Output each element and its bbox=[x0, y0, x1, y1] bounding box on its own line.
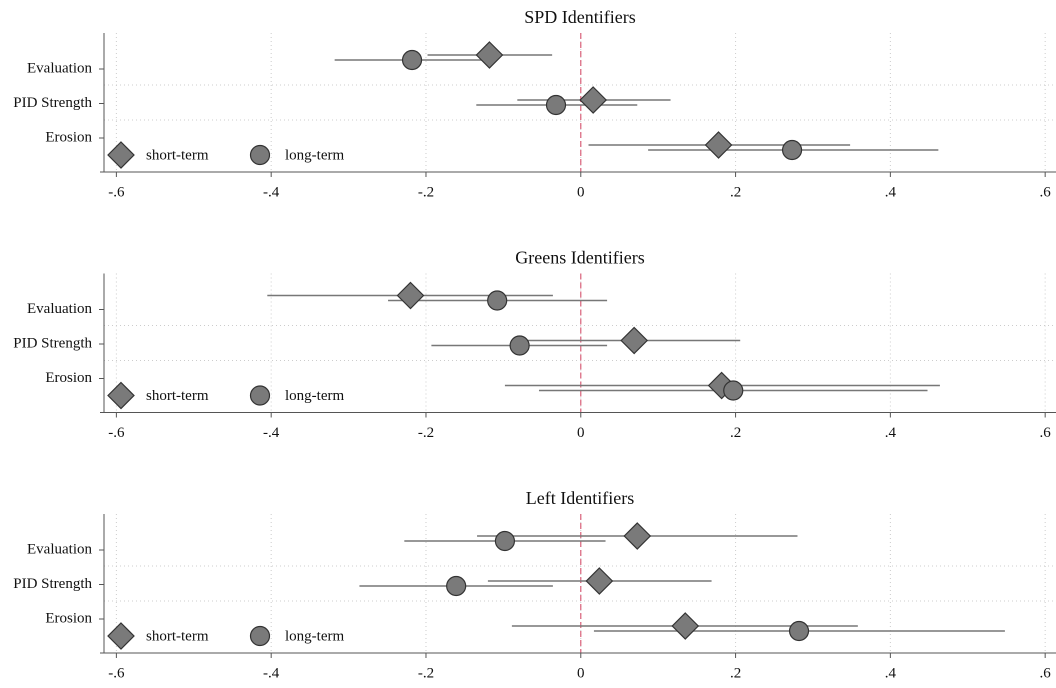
diamond-marker bbox=[704, 131, 733, 159]
chart-title: Left Identifiers bbox=[526, 488, 634, 508]
circle-marker bbox=[788, 620, 810, 642]
diamond-marker bbox=[475, 41, 504, 69]
chart-title: SPD Identifiers bbox=[524, 7, 636, 27]
legend-label: short-term bbox=[146, 628, 209, 644]
legend-label: short-term bbox=[146, 147, 209, 163]
x-tick-label: .4 bbox=[885, 425, 897, 441]
legend-label: long-term bbox=[285, 628, 344, 644]
category-label: PID Strength bbox=[13, 95, 92, 111]
legend-label: long-term bbox=[285, 388, 344, 404]
circle-marker bbox=[781, 139, 803, 161]
x-tick-label: .2 bbox=[730, 184, 741, 200]
diamond-marker bbox=[620, 326, 649, 355]
circle-marker bbox=[494, 530, 516, 552]
x-tick-label: .4 bbox=[885, 184, 897, 200]
circle-marker bbox=[509, 335, 530, 356]
category-label: Erosion bbox=[45, 129, 92, 145]
circle-marker bbox=[487, 290, 508, 311]
x-tick-label: .2 bbox=[730, 665, 741, 681]
circle-marker bbox=[401, 49, 423, 71]
x-tick-label: -.4 bbox=[263, 425, 280, 441]
x-tick-label: .6 bbox=[1040, 425, 1052, 441]
x-tick-label: -.2 bbox=[418, 425, 434, 441]
x-tick-label: -.4 bbox=[263, 184, 280, 200]
circle-marker bbox=[249, 144, 271, 166]
x-tick-label: -.6 bbox=[108, 665, 125, 681]
x-tick-label: .6 bbox=[1040, 665, 1052, 681]
x-tick-label: -.4 bbox=[263, 665, 280, 681]
x-tick-label: -.2 bbox=[418, 184, 434, 200]
circle-marker bbox=[249, 625, 271, 647]
diamond-marker bbox=[396, 281, 425, 310]
category-label: PID Strength bbox=[13, 335, 92, 351]
x-tick-label: 0 bbox=[577, 184, 585, 200]
x-tick-label: 0 bbox=[577, 665, 585, 681]
x-tick-label: -.6 bbox=[108, 425, 125, 441]
diamond-marker bbox=[579, 86, 608, 114]
circle-marker bbox=[723, 380, 744, 401]
diamond-marker bbox=[623, 522, 652, 550]
category-label: Evaluation bbox=[27, 301, 92, 317]
category-label: Evaluation bbox=[27, 60, 92, 76]
diamond-marker bbox=[107, 622, 135, 650]
x-tick-label: -.2 bbox=[418, 665, 434, 681]
category-label: Erosion bbox=[45, 370, 92, 386]
diamond-marker bbox=[107, 141, 135, 169]
category-label: PID Strength bbox=[13, 576, 92, 592]
chart-title: Greens Identifiers bbox=[515, 248, 644, 268]
x-tick-label: 0 bbox=[577, 425, 585, 441]
diamond-marker bbox=[585, 567, 614, 595]
category-label: Erosion bbox=[45, 610, 92, 626]
x-tick-label: .6 bbox=[1040, 184, 1052, 200]
x-tick-label: .4 bbox=[885, 665, 897, 681]
diamond-marker bbox=[107, 381, 135, 410]
x-tick-label: -.6 bbox=[108, 184, 125, 200]
category-label: Evaluation bbox=[27, 541, 92, 557]
x-tick-label: .2 bbox=[730, 425, 741, 441]
circle-marker bbox=[446, 575, 467, 597]
diamond-marker bbox=[671, 612, 700, 640]
legend-label: short-term bbox=[146, 388, 209, 404]
circle-marker bbox=[545, 94, 567, 116]
legend-label: long-term bbox=[285, 147, 344, 163]
circle-marker bbox=[249, 385, 271, 406]
